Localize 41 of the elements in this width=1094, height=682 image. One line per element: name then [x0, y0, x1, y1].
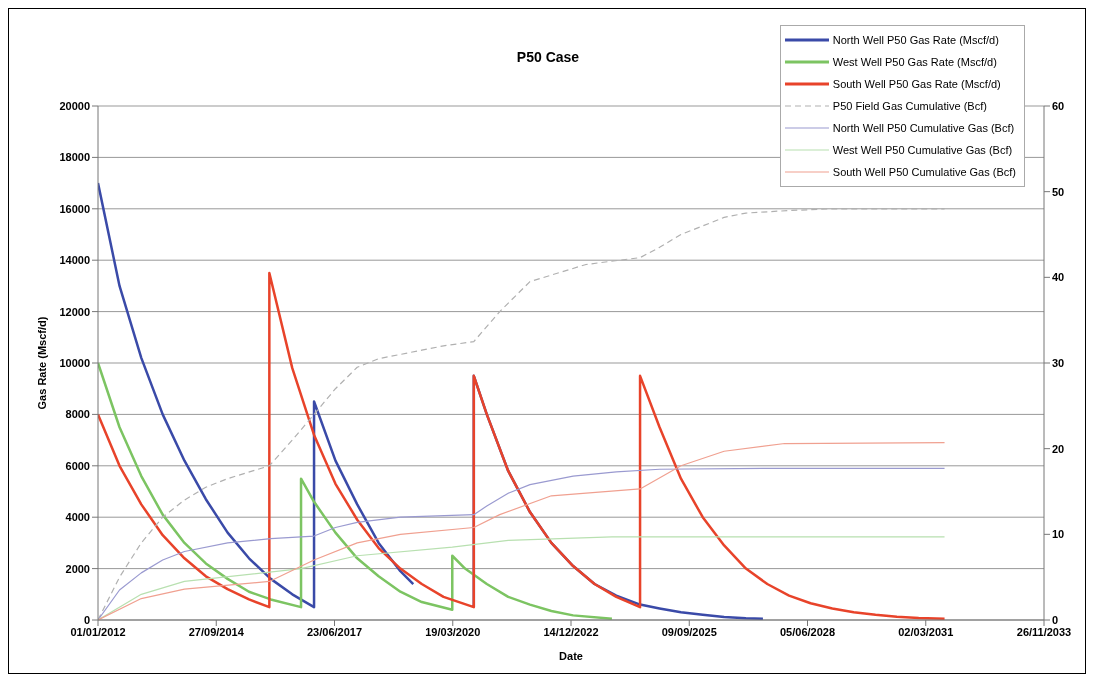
line-series: [98, 208, 946, 620]
y-tick-label: 0: [83, 613, 90, 626]
line-series: [98, 361, 614, 620]
y-tick-label: 10000: [59, 356, 90, 369]
y-tick-label: 6000: [65, 459, 90, 472]
y-tick-label: 8000: [65, 408, 90, 421]
y-tick-label: 18000: [59, 151, 90, 164]
y2-tick-label: 60: [1052, 99, 1065, 112]
legend-label: West Well P50 Gas Rate (Mscf/d): [832, 55, 997, 70]
y2-tick-label: 10: [1052, 528, 1065, 541]
x-tick-label: 09/09/2025: [661, 625, 717, 638]
y-tick-label: 2000: [65, 562, 90, 575]
y-tick-label: 4000: [65, 511, 90, 524]
x-tick-label: 26/11/2033: [1016, 625, 1072, 638]
x-tick-label: 23/06/2017: [306, 625, 363, 638]
legend-label: P50 Field Gas Cumulative (Bcf): [832, 99, 987, 114]
y2-tick-label: 40: [1052, 271, 1065, 284]
y-tick-label: 20000: [59, 99, 90, 112]
x-tick-label: 05/06/2028: [779, 625, 836, 638]
legend-label: North Well P50 Gas Rate (Mscf/d): [832, 33, 999, 48]
x-tick-label: 01/01/2012: [70, 625, 126, 638]
legend-label: North Well P50 Cumulative Gas (Bcf): [832, 121, 1015, 136]
y2-tick-label: 0: [1052, 613, 1059, 626]
x-axis-title: Date: [559, 650, 583, 662]
legend-label: West Well P50 Cumulative Gas (Bcf): [832, 143, 1013, 158]
line-series: [98, 271, 946, 620]
y-tick-label: 14000: [59, 254, 90, 267]
y2-tick-label: 20: [1052, 442, 1065, 455]
y-tick-label: 16000: [59, 202, 90, 215]
x-tick-label: 14/12/2022: [543, 625, 599, 638]
y-tick-label: 12000: [59, 305, 90, 318]
legend-label: South Well P50 Gas Rate (Mscf/d): [832, 77, 1001, 92]
chart-title: P50 Case: [516, 49, 580, 65]
legend-label: South Well P50 Cumulative Gas (Bcf): [832, 165, 1016, 180]
x-tick-label: 02/03/2031: [898, 625, 954, 638]
line-series: [98, 536, 946, 620]
x-tick-label: 27/09/2014: [188, 625, 245, 638]
y-axis-title: Gas Rate (Mscf/d): [35, 316, 48, 410]
x-tick-label: 19/03/2020: [425, 625, 481, 638]
y2-tick-label: 50: [1052, 185, 1065, 198]
y2-tick-label: 30: [1052, 356, 1065, 369]
